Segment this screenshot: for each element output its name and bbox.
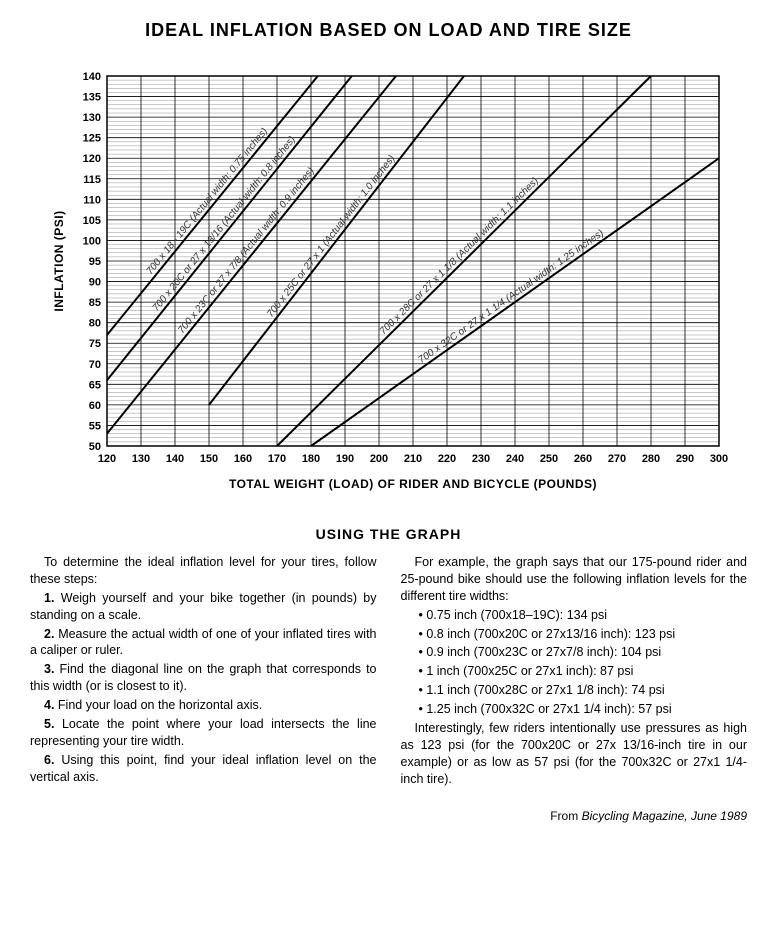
svg-text:290: 290 bbox=[675, 453, 693, 465]
svg-text:95: 95 bbox=[88, 256, 100, 268]
svg-text:300: 300 bbox=[709, 453, 727, 465]
source-line: From Bicycling Magazine, June 1989 bbox=[30, 809, 747, 823]
page-title: IDEAL INFLATION BASED ON LOAD AND TIRE S… bbox=[30, 20, 747, 41]
svg-text:200: 200 bbox=[369, 453, 387, 465]
column-left: To determine the ideal inflation level f… bbox=[30, 554, 377, 789]
chart-container: 50 55 60 65 70 75 80 85 90 95 100 105 110 115 120 125 13… bbox=[30, 66, 747, 496]
inflation-chart: 50 55 60 65 70 75 80 85 90 95 100 105 110 115 120 125 13… bbox=[49, 66, 729, 496]
section-title: USING THE GRAPH bbox=[30, 526, 747, 542]
instruction-columns: To determine the ideal inflation level f… bbox=[30, 554, 747, 789]
svg-text:240: 240 bbox=[505, 453, 523, 465]
svg-text:110: 110 bbox=[83, 194, 101, 206]
svg-text:85: 85 bbox=[88, 297, 100, 309]
svg-text:90: 90 bbox=[88, 277, 100, 289]
svg-text:130: 130 bbox=[82, 112, 100, 124]
svg-text:270: 270 bbox=[607, 453, 625, 465]
source-magazine: Bicycling Magazine, June 1989 bbox=[582, 809, 747, 823]
svg-text:180: 180 bbox=[301, 453, 319, 465]
svg-text:220: 220 bbox=[437, 453, 455, 465]
column-right: For example, the graph says that our 175… bbox=[401, 554, 748, 789]
svg-text:INFLATION (PSI): INFLATION (PSI) bbox=[52, 210, 66, 311]
svg-text:135: 135 bbox=[82, 92, 100, 104]
svg-text:70: 70 bbox=[88, 359, 100, 371]
svg-text:120: 120 bbox=[82, 153, 100, 165]
svg-text:140: 140 bbox=[165, 453, 183, 465]
svg-text:100: 100 bbox=[82, 235, 100, 247]
svg-text:130: 130 bbox=[131, 453, 149, 465]
svg-text:55: 55 bbox=[88, 420, 100, 432]
svg-text:210: 210 bbox=[403, 453, 421, 465]
svg-text:140: 140 bbox=[82, 71, 100, 83]
svg-text:700 x 28C or 27 x 1 1/8 (Actua: 700 x 28C or 27 x 1 1/8 (Actual width: 1… bbox=[377, 176, 540, 337]
svg-text:TOTAL WEIGHT (LOAD) OF RIDER A: TOTAL WEIGHT (LOAD) OF RIDER AND BICYCLE… bbox=[228, 477, 596, 491]
svg-text:160: 160 bbox=[233, 453, 251, 465]
svg-text:115: 115 bbox=[83, 174, 101, 186]
source-prefix: From bbox=[550, 809, 581, 823]
svg-text:50: 50 bbox=[88, 441, 100, 453]
svg-text:260: 260 bbox=[573, 453, 591, 465]
svg-text:125: 125 bbox=[82, 133, 100, 145]
svg-text:250: 250 bbox=[539, 453, 557, 465]
svg-text:700 x 32C or 27 x 1 1/4 (Actua: 700 x 32C or 27 x 1 1/4 (Actual width: 1… bbox=[416, 228, 605, 366]
svg-text:280: 280 bbox=[641, 453, 659, 465]
svg-text:230: 230 bbox=[471, 453, 489, 465]
svg-text:80: 80 bbox=[88, 318, 100, 330]
svg-text:150: 150 bbox=[199, 453, 217, 465]
svg-text:75: 75 bbox=[88, 338, 100, 350]
svg-text:105: 105 bbox=[82, 215, 100, 227]
svg-text:120: 120 bbox=[97, 453, 115, 465]
svg-text:65: 65 bbox=[88, 379, 100, 391]
svg-text:170: 170 bbox=[267, 453, 285, 465]
svg-text:190: 190 bbox=[335, 453, 353, 465]
svg-text:60: 60 bbox=[88, 400, 100, 412]
